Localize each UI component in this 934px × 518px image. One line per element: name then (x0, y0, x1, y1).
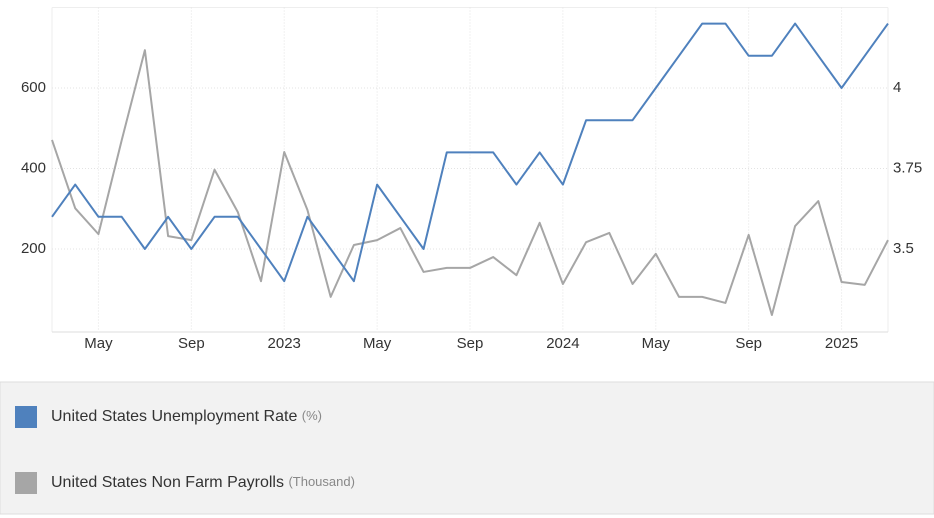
x-tick-label: 2023 (268, 335, 301, 352)
x-tick-label: 2025 (825, 335, 858, 352)
y-tick-label: 600 (21, 79, 46, 96)
x-tick-label: May (363, 335, 392, 352)
y2-tick-label: 4 (893, 79, 901, 96)
legend-entry: United States Unemployment Rate (%) (51, 408, 322, 425)
legend-swatch (15, 406, 37, 428)
x-tick-label: Sep (178, 335, 205, 352)
y2-tick-label: 3.5 (893, 240, 914, 257)
legend-entry: United States Non Farm Payrolls (Thousan… (51, 474, 355, 491)
series-line (51, 49, 889, 317)
y-tick-label: 400 (21, 159, 46, 176)
x-tick-label: Sep (457, 335, 484, 352)
legend-unit: (Thousand) (288, 474, 354, 489)
series-line (51, 22, 889, 283)
legend-label: United States Unemployment Rate (51, 408, 297, 425)
legend-panel (0, 381, 934, 515)
x-tick-label: May (642, 335, 671, 352)
x-tick-label: May (84, 335, 113, 352)
legend-swatch (15, 472, 37, 494)
legend-unit: (%) (302, 408, 322, 423)
legend-label: United States Non Farm Payrolls (51, 474, 284, 491)
x-tick-label: Sep (735, 335, 762, 352)
y2-tick-label: 3.75 (893, 159, 922, 176)
y-tick-label: 200 (21, 240, 46, 257)
x-tick-label: 2024 (546, 335, 579, 352)
